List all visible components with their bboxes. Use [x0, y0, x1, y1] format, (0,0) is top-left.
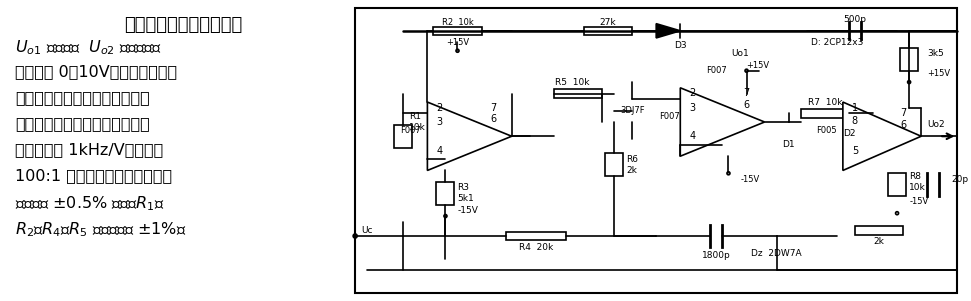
Text: R5  10k: R5 10k: [554, 78, 589, 87]
Text: 7: 7: [900, 108, 906, 119]
Text: 4: 4: [436, 145, 443, 156]
Text: 6: 6: [900, 120, 906, 130]
Text: F007: F007: [659, 112, 681, 121]
Text: D1: D1: [783, 140, 795, 149]
Text: 5k1: 5k1: [457, 194, 474, 203]
Text: 输入电压 0～10V，具有很好的稳: 输入电压 0～10V，具有很好的稳: [15, 64, 177, 79]
Text: F005: F005: [817, 126, 837, 135]
Polygon shape: [427, 102, 512, 170]
Text: D3: D3: [674, 41, 686, 50]
Text: 500p: 500p: [844, 15, 866, 24]
Text: 1: 1: [852, 103, 858, 113]
Text: 2k: 2k: [874, 237, 885, 246]
Text: D2: D2: [843, 129, 855, 138]
Polygon shape: [843, 102, 921, 170]
Text: Uo2: Uo2: [927, 120, 945, 129]
Text: R7  10k: R7 10k: [808, 98, 842, 107]
Text: +15V: +15V: [927, 69, 951, 78]
Text: R4  20k: R4 20k: [519, 243, 552, 252]
Text: 3: 3: [436, 117, 443, 127]
Text: 7: 7: [744, 88, 750, 98]
Text: 10k: 10k: [410, 123, 426, 132]
Text: -15V: -15V: [909, 197, 928, 206]
Text: 3DJ7F: 3DJ7F: [619, 106, 645, 115]
Bar: [553, 89, 602, 98]
Text: R1: R1: [410, 112, 421, 121]
Text: 三角波－方波压控振荡器: 三角波－方波压控振荡器: [124, 16, 243, 34]
Text: 3: 3: [689, 103, 695, 113]
Text: 6: 6: [490, 114, 497, 124]
Text: R2  10k: R2 10k: [442, 18, 474, 27]
Text: R6: R6: [626, 154, 638, 163]
Polygon shape: [681, 88, 764, 156]
Text: 变换系数为 1kHz/V，电路在: 变换系数为 1kHz/V，电路在: [15, 142, 163, 157]
Text: F007: F007: [706, 66, 727, 75]
Text: D: 2CP12x3: D: 2CP12x3: [811, 38, 863, 47]
Text: 7: 7: [490, 103, 497, 113]
Text: 1800p: 1800p: [702, 251, 731, 260]
Text: F007: F007: [401, 126, 421, 135]
Text: 2k: 2k: [626, 166, 637, 175]
Text: $U_{o1}$ 为方波，  $U_{o2}$ 为三角波，: $U_{o1}$ 为方波， $U_{o2}$ 为三角波，: [15, 38, 162, 57]
Bar: [888, 173, 906, 196]
Text: +15V: +15V: [446, 38, 469, 47]
Bar: [394, 125, 413, 148]
Text: 20p: 20p: [952, 175, 968, 184]
Text: 频率范围。采用图中的元件值，: 频率范围。采用图中的元件值，: [15, 116, 150, 131]
Bar: [854, 226, 903, 234]
Bar: [355, 8, 957, 293]
Text: 2: 2: [436, 103, 443, 113]
Bar: [584, 26, 632, 35]
Text: 3k5: 3k5: [927, 49, 944, 58]
Text: R8: R8: [909, 172, 921, 181]
Text: 5: 5: [852, 145, 858, 156]
Text: 8: 8: [852, 116, 858, 126]
Text: 27k: 27k: [600, 18, 617, 27]
Text: Dz  2DW7A: Dz 2DW7A: [752, 249, 802, 258]
Bar: [801, 109, 849, 118]
Text: -15V: -15V: [457, 206, 479, 215]
Text: Uc: Uc: [361, 226, 373, 235]
Text: R3: R3: [457, 183, 470, 192]
Bar: [900, 48, 919, 71]
Text: 6: 6: [744, 100, 750, 110]
Text: $R_2$、$R_4$、$R_5$ 要求精度为 ±1%。: $R_2$、$R_4$、$R_5$ 要求精度为 ±1%。: [15, 220, 186, 239]
Polygon shape: [656, 24, 681, 38]
Text: 2: 2: [689, 88, 695, 98]
Text: 100:1 频率范围内，非线性引起: 100:1 频率范围内，非线性引起: [15, 168, 172, 183]
Text: 10k: 10k: [909, 183, 926, 192]
Bar: [506, 232, 566, 240]
Text: Uo1: Uo1: [731, 49, 750, 58]
Text: -15V: -15V: [741, 175, 759, 184]
Bar: [433, 26, 482, 35]
Text: 4: 4: [689, 131, 695, 141]
Bar: [436, 182, 454, 205]
Bar: [605, 153, 623, 176]
Text: 的误差在 ±0.5% 之内。$R_1$、: 的误差在 ±0.5% 之内。$R_1$、: [15, 194, 164, 213]
Text: +15V: +15V: [747, 61, 770, 70]
Text: 定性和极好的线性，具有较宽的: 定性和极好的线性，具有较宽的: [15, 90, 150, 105]
